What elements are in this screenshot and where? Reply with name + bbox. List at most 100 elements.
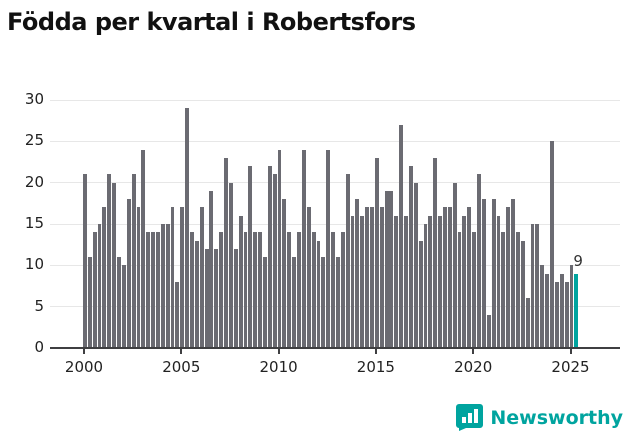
bar (272, 174, 277, 348)
bar (331, 232, 335, 348)
bar (350, 215, 355, 348)
bar (102, 207, 107, 348)
x-axis-tick-label: 2000 (64, 358, 104, 376)
gridline (50, 182, 620, 184)
y-axis-tick-label: 20 (24, 172, 44, 191)
bar (248, 166, 253, 348)
bar (326, 149, 331, 348)
bar (112, 182, 117, 348)
bar (243, 232, 248, 348)
bar (501, 232, 506, 348)
newsworthy-logo: Newsworthy (456, 404, 623, 431)
bar (219, 232, 224, 348)
bar (277, 149, 282, 348)
bar (233, 248, 238, 348)
bar (297, 232, 301, 348)
bar (554, 281, 559, 348)
bar (447, 207, 452, 348)
x-axis-tick (83, 349, 85, 354)
x-axis-tick (374, 349, 377, 354)
bar (355, 199, 360, 348)
bar (491, 199, 496, 348)
newsworthy-wordmark: Newsworthy (490, 406, 623, 429)
bar (370, 207, 374, 348)
x-axis-tick (277, 349, 280, 354)
bar (316, 240, 321, 348)
bar (224, 157, 228, 348)
bar (253, 232, 258, 348)
bar (379, 207, 384, 348)
bar (374, 157, 379, 348)
bar (433, 157, 438, 348)
bar (540, 265, 545, 348)
bar (92, 232, 97, 348)
x-axis-tick-label: 2015 (356, 358, 395, 376)
bar (301, 149, 306, 348)
bar (423, 224, 428, 348)
bar (438, 215, 443, 348)
bar (511, 199, 515, 348)
bar (477, 174, 481, 348)
bar (170, 207, 175, 348)
bar (175, 281, 180, 348)
bar (443, 207, 447, 348)
bar (287, 232, 292, 348)
bar (389, 190, 394, 348)
gridline (50, 306, 620, 308)
gridline (50, 223, 620, 225)
bar (121, 265, 126, 348)
bar (107, 174, 112, 348)
x-axis-tick (569, 349, 572, 354)
bar (146, 232, 151, 348)
bar (190, 232, 194, 348)
bar (83, 174, 87, 348)
bar (185, 108, 190, 348)
bar (550, 141, 554, 348)
bar (457, 232, 462, 348)
bar-current-quarter (574, 273, 579, 348)
bar (365, 207, 370, 348)
bar (462, 215, 467, 348)
bar (335, 257, 340, 348)
bar (131, 174, 136, 348)
y-axis-tick-label: 5 (34, 296, 44, 315)
bar (404, 215, 408, 348)
y-axis-tick-label: 15 (24, 214, 44, 232)
bar (486, 314, 491, 348)
bar (160, 224, 165, 348)
bar (506, 207, 511, 348)
bar (228, 182, 233, 348)
bar (569, 265, 574, 348)
bar (472, 232, 477, 348)
gridline (50, 264, 620, 266)
bar (209, 190, 214, 348)
bar (214, 248, 219, 348)
bar (413, 182, 418, 348)
bar (530, 224, 535, 348)
bar (384, 190, 389, 348)
bar (559, 273, 564, 348)
y-axis-tick-label: 25 (24, 131, 44, 150)
bar (340, 232, 345, 348)
x-axis-tick-label: 2010 (259, 358, 298, 376)
bar (194, 240, 199, 348)
bar (564, 281, 569, 348)
bar (311, 232, 316, 348)
bar (155, 232, 160, 348)
x-axis-tick-label: 2025 (551, 358, 590, 376)
bar (292, 257, 297, 348)
x-axis-tick (180, 349, 183, 354)
x-axis-tick (472, 349, 475, 354)
bar (204, 248, 209, 348)
bar (151, 232, 155, 348)
bar (345, 174, 350, 348)
bar (452, 182, 457, 348)
bar (545, 273, 550, 348)
bar (141, 149, 146, 348)
bar (165, 224, 170, 348)
last-bar-value-label: 9 (573, 251, 583, 270)
chart-title: Födda per kvartal i Robertsfors (7, 8, 416, 36)
y-axis-tick-label: 30 (24, 90, 44, 108)
y-axis-tick-label: 10 (24, 255, 44, 274)
